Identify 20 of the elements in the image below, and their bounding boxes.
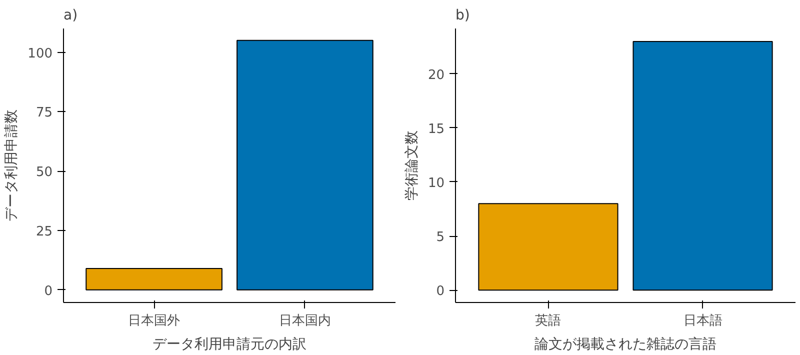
x-tick-label: 日本国内 — [278, 314, 331, 328]
y-tick-label: 0 — [436, 284, 445, 300]
x-tick-label: 英語 — [535, 314, 562, 328]
y-tick-label: 25 — [36, 224, 53, 240]
y-tick-label: 20 — [428, 68, 445, 83]
y-tick-label: 50 — [36, 165, 53, 180]
x-tick-label: 日本語 — [683, 314, 722, 328]
x-axis-title: 論文が掲載された雑誌の言語 — [534, 336, 716, 352]
x-tick-label: 日本国外 — [128, 314, 180, 328]
y-tick-label: 75 — [36, 106, 53, 121]
y-tick-label: 15 — [428, 122, 445, 137]
y-tick-label: 5 — [436, 230, 445, 246]
y-tick-label: 0 — [44, 284, 53, 299]
x-axis-title: データ利用申請元の内訳 — [152, 336, 306, 352]
y-axis-title: データ利用申請数 — [4, 110, 20, 222]
y-tick-label: 10 — [428, 176, 445, 191]
chart-title: b) — [456, 8, 470, 24]
chart-title: a) — [64, 8, 78, 24]
y-tick-label: 100 — [28, 46, 53, 62]
y-axis-title: 学術論文数 — [404, 130, 420, 200]
